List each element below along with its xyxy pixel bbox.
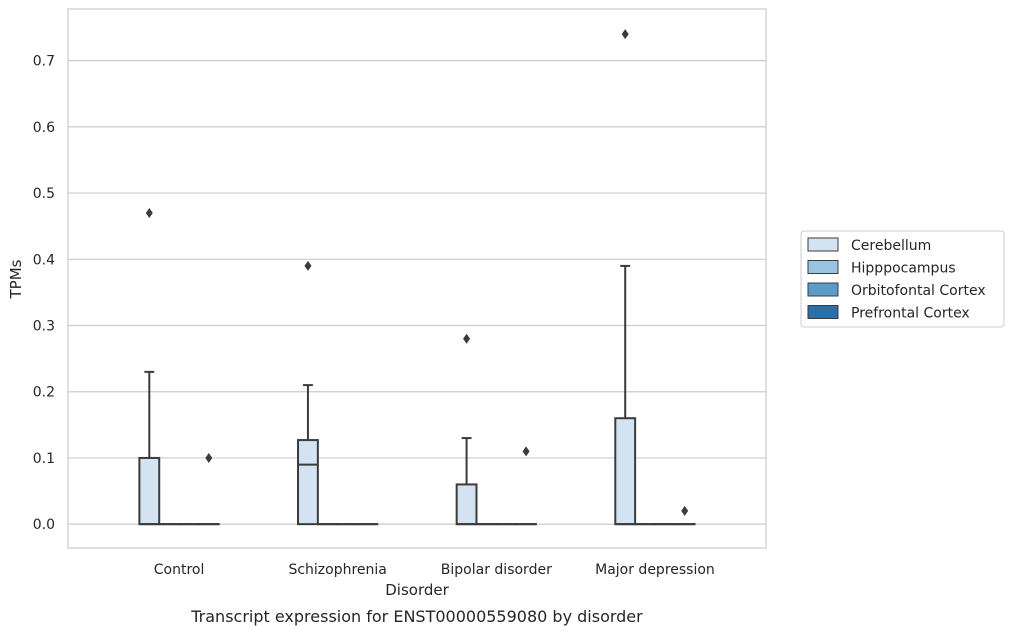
outlier-point [621,29,629,40]
box-3-3 [673,505,696,526]
chart-caption: Transcript expression for ENST0000055908… [190,607,643,626]
box-2-3 [515,446,537,526]
outlier-point [681,505,689,516]
box-body [138,456,161,526]
x-tick-label: Bipolar disorder [441,562,552,578]
x-tick-label: Control [154,562,205,578]
y-tick-label: 0.0 [33,517,55,533]
y-tick-label: 0.1 [33,451,55,467]
y-axis-ticks: 0.0 0.1 0.2 0.3 0.4 0.5 0.6 0.7 [33,54,55,534]
legend-label: Orbitofontal Cortex [851,283,986,299]
box-body [297,439,319,526]
legend-label: Cerebellum [851,238,931,254]
box-0-0 [138,207,161,526]
legend-frame [800,230,1005,328]
box-1-0 [297,260,319,526]
x-tick-label: Schizophrenia [288,562,386,578]
legend-label: Prefrontal Cortex [851,306,970,322]
y-tick-label: 0.6 [33,120,55,136]
y-tick-label: 0.7 [33,54,55,70]
x-axis-ticks: Control Schizophrenia Bipolar disorder Majo… [154,562,715,578]
box-body [614,417,637,526]
legend: Cerebellum Hipppocampus Orbitofontal Corte… [800,230,1005,328]
legend-label: Hipppocampus [851,261,956,277]
legend-swatch [807,260,839,274]
box-0-3 [197,452,220,526]
outlier-point [304,260,312,271]
legend-swatch [807,305,839,319]
outlier-point [145,207,153,218]
y-tick-label: 0.3 [33,319,55,335]
x-tick-label: Major depression [595,562,715,578]
box-layer [138,29,696,526]
plot-area-frame [67,8,767,549]
box-3-0 [614,29,637,526]
legend-swatch [807,282,839,297]
box-2-0 [455,333,478,526]
outlier-point [205,452,213,463]
outlier-point [463,333,471,344]
y-tick-label: 0.5 [33,186,55,202]
y-axis-title: TPMs [7,259,25,299]
legend-swatch [807,237,839,252]
box-body [455,483,478,526]
y-tick-label: 0.4 [33,252,55,268]
grid-lines [68,60,766,525]
x-axis-title: Disorder [385,581,449,599]
outlier-point [522,446,530,457]
y-tick-label: 0.2 [33,385,55,401]
